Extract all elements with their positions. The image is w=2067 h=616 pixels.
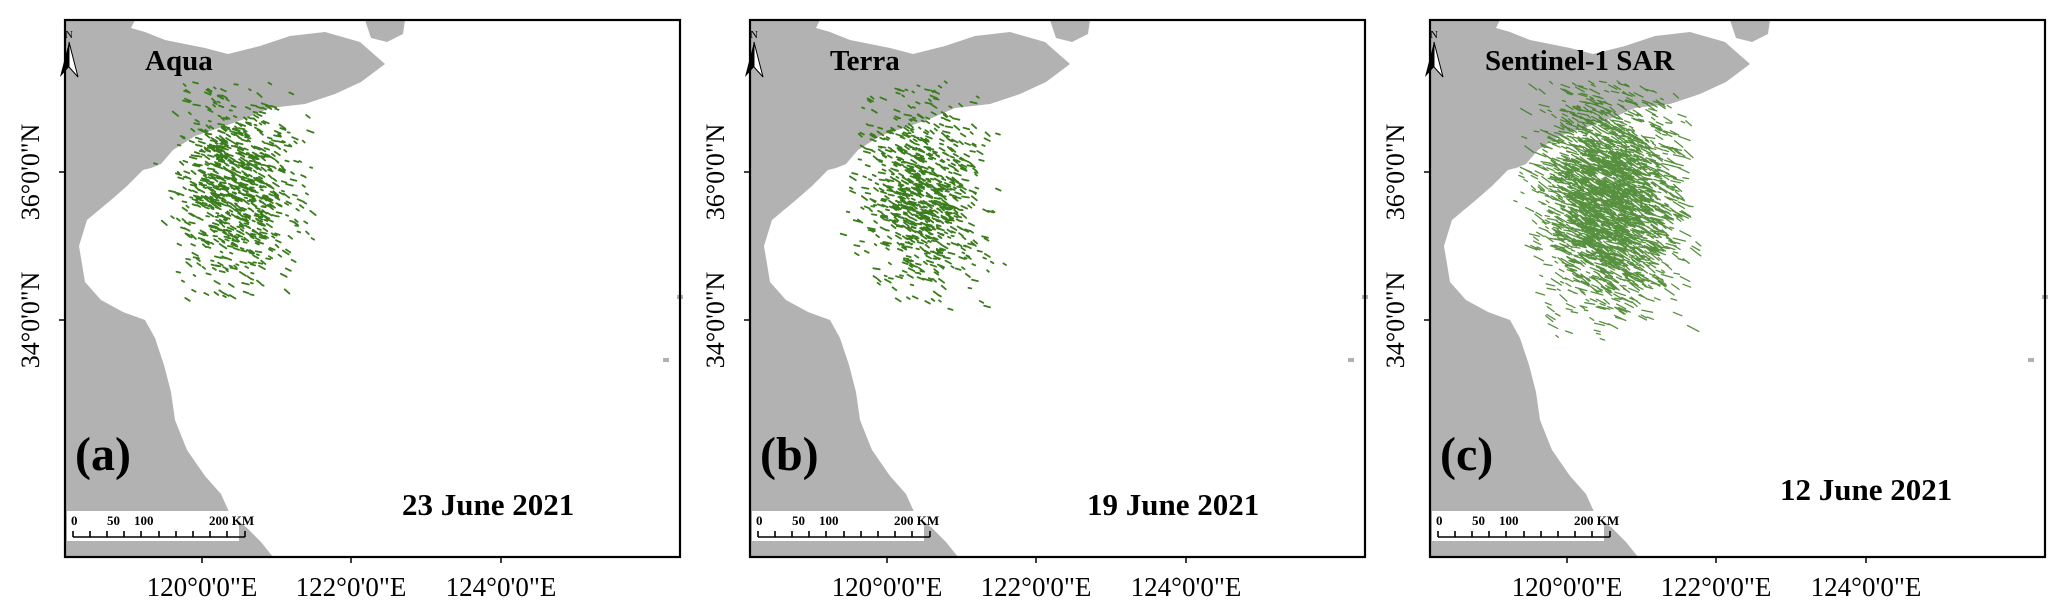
scale-tick-50: 50: [107, 513, 120, 528]
scale-bar: 0 50 100 200 KM: [1432, 511, 1619, 541]
panel-label: (c): [1440, 428, 1493, 481]
lat-label-36: 36°0'0"N: [16, 124, 45, 221]
longitude-ticks: [886, 557, 1187, 563]
map-frame: [63, 18, 682, 559]
lat-label-36: 36°0'0"N: [1381, 124, 1410, 221]
map-frame: [1428, 18, 2047, 559]
panel-b: N Terra (b) 19 June 2021 0 50 100 200 KM: [701, 18, 1368, 602]
land-area-top: [1050, 20, 1090, 42]
lat-label-34: 34°0'0"N: [701, 272, 730, 369]
scale-tick-0: 0: [1436, 513, 1443, 528]
island: [2028, 358, 2034, 362]
longitude-ticks: [1566, 557, 1867, 563]
latitude-ticks: [1424, 171, 1430, 321]
scale-tick-0: 0: [71, 513, 78, 528]
land-area-top: [1730, 20, 1770, 42]
date-label: 19 June 2021: [1087, 487, 1259, 522]
scale-tick-50: 50: [1472, 513, 1485, 528]
north-arrow-icon: [60, 42, 69, 77]
north-arrow-icon: [745, 42, 754, 77]
longitude-ticks: [201, 557, 502, 563]
scale-end-label: 200 KM: [209, 513, 254, 528]
sensor-title: Terra: [830, 45, 900, 77]
lon-label-120: 120°0'0"E: [832, 572, 943, 602]
lon-label-124: 124°0'0"E: [1811, 572, 1922, 602]
date-label: 12 June 2021: [1780, 472, 1952, 507]
lon-label-122: 122°0'0"E: [1661, 572, 1772, 602]
north-label: N: [1430, 29, 1438, 41]
algae-layer: [839, 80, 1007, 311]
lon-label-122: 122°0'0"E: [981, 572, 1092, 602]
algae-patches: [153, 81, 317, 302]
scale-end-label: 200 KM: [894, 513, 939, 528]
scale-tick-100: 100: [819, 513, 839, 528]
latitude-ticks: [59, 171, 65, 321]
lon-label-124: 124°0'0"E: [446, 572, 557, 602]
north-label: N: [750, 29, 758, 41]
panel-c: N Sentinel-1 SAR (c) 12 June 2021 0 50 1…: [1381, 18, 2048, 602]
sensor-title: Sentinel-1 SAR: [1485, 45, 1675, 77]
scale-tick-50: 50: [792, 513, 805, 528]
scale-bar: 0 50 100 200 KM: [67, 511, 254, 541]
panel-label: (a): [75, 428, 131, 481]
scale-tick-100: 100: [134, 513, 154, 528]
algae-layer: [153, 81, 317, 302]
north-label: N: [65, 29, 73, 41]
panel-a: N Aqua (a) 23 June 2021 0 50 100 200 KM: [16, 18, 683, 602]
north-arrow-icon: [1425, 42, 1434, 77]
algae-patches: [839, 80, 1007, 311]
lon-label-124: 124°0'0"E: [1131, 572, 1242, 602]
north-arrow: N: [745, 29, 764, 78]
scale-end-label: 200 KM: [1574, 513, 1619, 528]
lon-label-122: 122°0'0"E: [296, 572, 407, 602]
lon-label-120: 120°0'0"E: [1512, 572, 1623, 602]
scale-bar: 0 50 100 200 KM: [752, 511, 939, 541]
scale-tick-100: 100: [1499, 513, 1519, 528]
lat-label-36: 36°0'0"N: [701, 124, 730, 221]
north-arrow: N: [1425, 29, 1444, 78]
scale-tick-0: 0: [756, 513, 763, 528]
lat-label-34: 34°0'0"N: [1381, 272, 1410, 369]
lat-label-34: 34°0'0"N: [16, 272, 45, 369]
island: [663, 358, 669, 362]
land-area-top: [365, 20, 405, 42]
date-label: 23 June 2021: [402, 487, 574, 522]
latitude-ticks: [744, 171, 750, 321]
island: [1348, 358, 1354, 362]
north-arrow: N: [60, 29, 79, 78]
lon-label-120: 120°0'0"E: [147, 572, 258, 602]
algae-layer: [1513, 80, 1702, 341]
sensor-title: Aqua: [145, 45, 213, 77]
map-frame: [748, 18, 1367, 559]
algae-patches: [1513, 80, 1702, 341]
panel-label: (b): [760, 428, 819, 481]
